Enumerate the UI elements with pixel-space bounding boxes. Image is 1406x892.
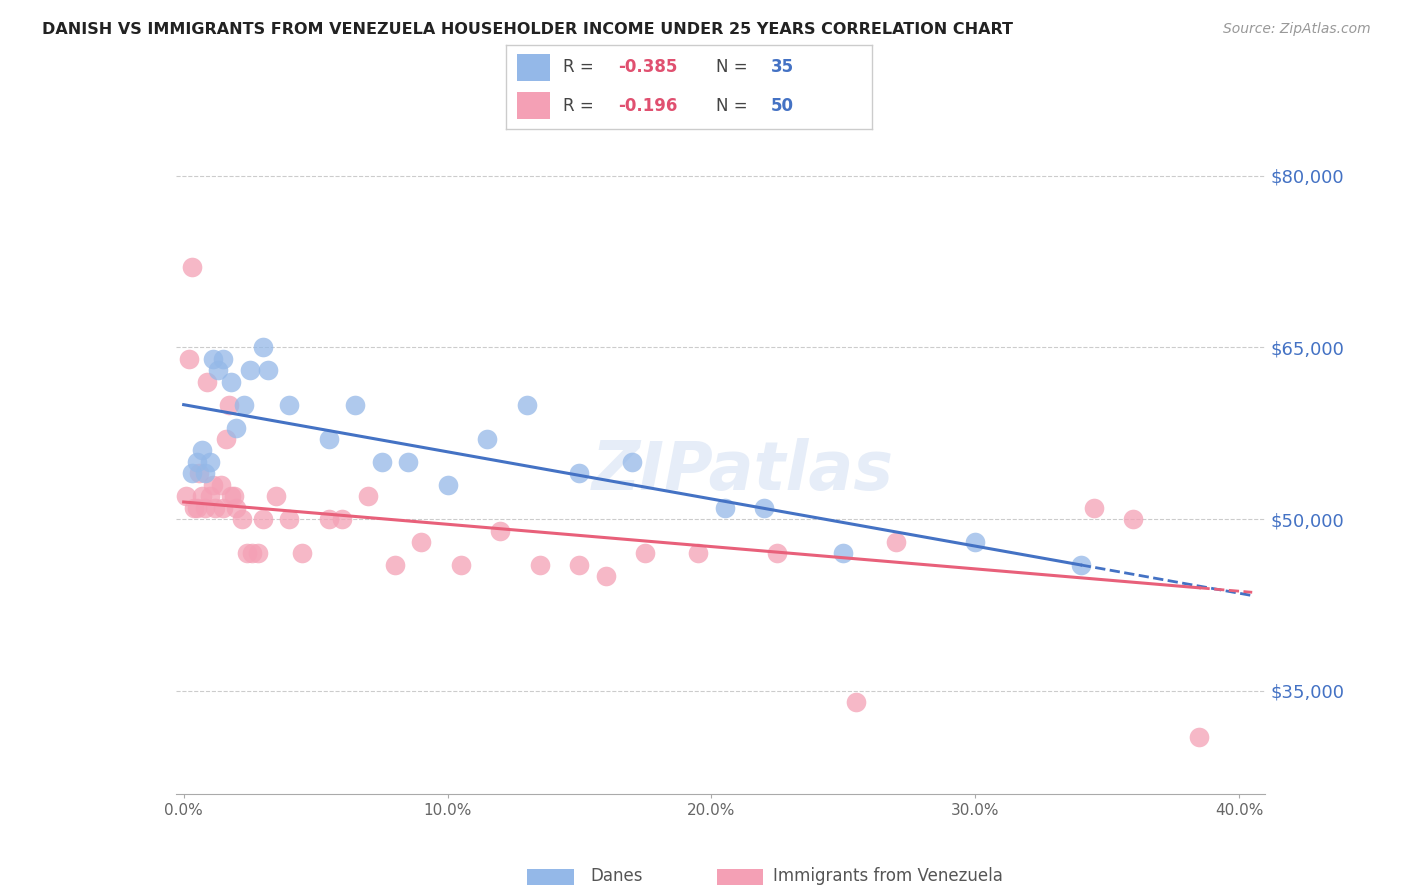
Text: DANISH VS IMMIGRANTS FROM VENEZUELA HOUSEHOLDER INCOME UNDER 25 YEARS CORRELATIO: DANISH VS IMMIGRANTS FROM VENEZUELA HOUS… xyxy=(42,22,1014,37)
Point xyxy=(225,500,247,515)
Point xyxy=(621,455,644,469)
Point xyxy=(318,512,340,526)
Point xyxy=(475,432,498,446)
Point xyxy=(219,375,242,389)
Point xyxy=(752,500,775,515)
Point xyxy=(264,489,287,503)
Text: Danes: Danes xyxy=(591,867,643,885)
Point xyxy=(411,535,433,549)
Text: 35: 35 xyxy=(772,59,794,77)
Point xyxy=(201,478,224,492)
Point xyxy=(529,558,551,572)
Point xyxy=(568,467,591,481)
Text: R =: R = xyxy=(562,96,593,114)
Point xyxy=(186,500,208,515)
Point xyxy=(180,467,202,481)
Point xyxy=(212,500,235,515)
Point xyxy=(766,546,789,561)
Text: R =: R = xyxy=(562,59,593,77)
Point xyxy=(218,398,240,412)
Point xyxy=(197,375,219,389)
Point xyxy=(384,558,406,572)
Point xyxy=(1070,558,1092,572)
Point xyxy=(832,546,855,561)
Point xyxy=(212,351,235,366)
Point xyxy=(291,546,314,561)
Point xyxy=(450,558,472,572)
Point xyxy=(194,500,217,515)
Text: -0.196: -0.196 xyxy=(617,96,678,114)
Point xyxy=(568,558,591,572)
Point xyxy=(1122,512,1144,526)
Point xyxy=(278,398,301,412)
Point xyxy=(194,467,217,481)
Point xyxy=(634,546,657,561)
Point xyxy=(186,455,208,469)
Point xyxy=(176,489,198,503)
Point xyxy=(240,546,263,561)
Text: N =: N = xyxy=(716,96,748,114)
Point xyxy=(183,500,205,515)
Point xyxy=(222,489,245,503)
Point xyxy=(396,455,419,469)
Point xyxy=(330,512,353,526)
Point xyxy=(713,500,735,515)
Point xyxy=(198,455,221,469)
Point xyxy=(239,363,262,377)
Point xyxy=(252,512,274,526)
Point xyxy=(207,363,229,377)
Point xyxy=(845,695,868,709)
Point xyxy=(204,500,226,515)
Point xyxy=(257,363,280,377)
Point xyxy=(215,432,238,446)
Point xyxy=(209,478,232,492)
Point xyxy=(188,467,211,481)
Point xyxy=(688,546,710,561)
Point xyxy=(201,351,224,366)
Point xyxy=(965,535,987,549)
Point xyxy=(357,489,380,503)
Point xyxy=(198,489,221,503)
Text: ZIPatlas: ZIPatlas xyxy=(592,438,893,504)
Point xyxy=(436,478,458,492)
Point xyxy=(344,398,367,412)
Point xyxy=(180,260,202,275)
Point xyxy=(236,546,259,561)
Point xyxy=(595,569,617,583)
Bar xyxy=(517,92,550,120)
Point xyxy=(191,489,214,503)
Point xyxy=(1083,500,1105,515)
Text: -0.385: -0.385 xyxy=(617,59,678,77)
Point xyxy=(225,420,247,434)
Point xyxy=(246,546,269,561)
Text: Source: ZipAtlas.com: Source: ZipAtlas.com xyxy=(1223,22,1371,37)
Point xyxy=(884,535,907,549)
Point xyxy=(191,443,214,458)
Text: Immigrants from Venezuela: Immigrants from Venezuela xyxy=(773,867,1002,885)
Point xyxy=(516,398,538,412)
Text: N =: N = xyxy=(716,59,748,77)
Point xyxy=(489,524,512,538)
Point xyxy=(1188,730,1211,744)
Text: 50: 50 xyxy=(772,96,794,114)
Point xyxy=(177,351,200,366)
Point xyxy=(252,340,274,354)
Point xyxy=(219,489,242,503)
Point xyxy=(233,398,256,412)
Bar xyxy=(517,54,550,81)
Point xyxy=(231,512,253,526)
Point xyxy=(370,455,392,469)
Point xyxy=(278,512,301,526)
Point xyxy=(318,432,340,446)
